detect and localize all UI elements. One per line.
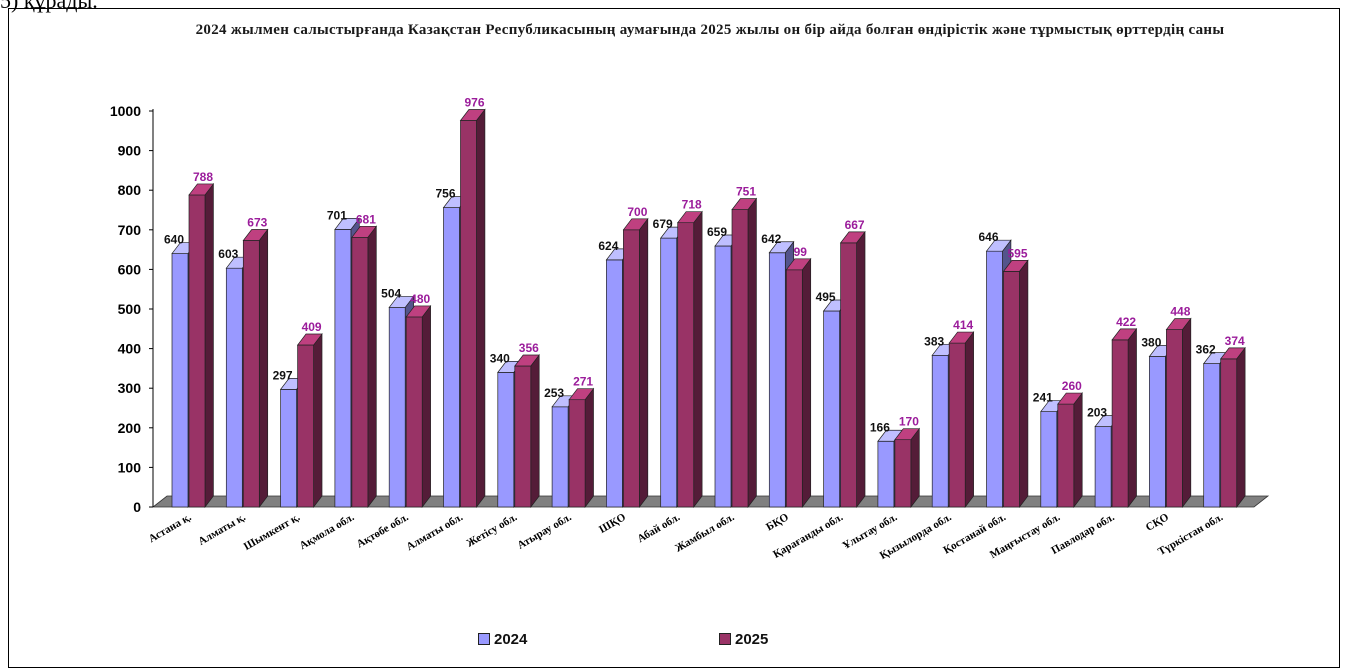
- data-label-2025: 409: [302, 320, 322, 334]
- y-tick-label: 200: [118, 420, 142, 436]
- x-tick-label: Астана қ.: [147, 511, 194, 545]
- bar-2025: [459, 108, 486, 509]
- data-label-2025: 751: [736, 185, 756, 199]
- data-label-2024: 241: [1033, 391, 1053, 405]
- bar-2025: [622, 217, 649, 509]
- x-tick-label: Жетісу обл.: [465, 511, 520, 550]
- bar-2025: [948, 331, 975, 509]
- data-label-2024: 646: [978, 230, 998, 244]
- y-tick-label: 300: [118, 380, 142, 396]
- data-label-2025: 480: [410, 292, 430, 306]
- data-label-2024: 640: [164, 233, 184, 247]
- legend-item-2025: 2025: [719, 629, 768, 649]
- data-label-2025: 271: [573, 375, 593, 389]
- bar-2025: [242, 228, 269, 509]
- data-label-2025: 260: [1062, 379, 1082, 393]
- data-label-2024: 603: [218, 247, 238, 261]
- y-tick-label: 800: [118, 182, 142, 198]
- bar-2025: [1165, 317, 1192, 509]
- data-label-2024: 679: [653, 217, 673, 231]
- data-label-2025: 976: [464, 96, 484, 110]
- data-label-2025: 595: [1007, 246, 1027, 260]
- data-label-2025: 422: [1116, 315, 1136, 329]
- bar-2025: [894, 427, 921, 509]
- x-tick-label: Жамбыл обл.: [673, 511, 737, 555]
- x-tick-label: СҚО: [1144, 511, 1172, 534]
- x-tick-label: Атырау обл.: [515, 511, 573, 552]
- y-tick-label: 500: [118, 301, 142, 317]
- bar-2025: [1219, 346, 1246, 509]
- legend-swatch-2024: [478, 633, 490, 645]
- data-label-2024: 380: [1141, 336, 1161, 350]
- bar-2025: [1111, 327, 1138, 509]
- legend-label-2024: 2024: [494, 630, 528, 648]
- chart-title: 2024 жылмен салыстырғанда Казақстан Респ…: [195, 22, 1225, 38]
- x-tick-label: Алматы обл.: [404, 511, 465, 553]
- bar-2025: [1002, 259, 1029, 509]
- bar-2025: [1057, 392, 1083, 509]
- data-label-2024: 642: [761, 232, 781, 246]
- y-tick-label: 700: [118, 222, 142, 238]
- data-label-2025: 448: [1170, 305, 1190, 319]
- data-label-2024: 340: [490, 351, 510, 365]
- bar-2025: [188, 182, 215, 509]
- data-label-2025: 681: [356, 212, 376, 226]
- bar-2025: [676, 210, 703, 509]
- bar-2025: [405, 304, 432, 509]
- data-label-2025: 673: [247, 215, 267, 229]
- y-tick-label: 100: [118, 459, 142, 475]
- data-label-2025: 170: [899, 415, 919, 429]
- legend-item-2024: 2024: [478, 629, 527, 649]
- y-tick-label: 900: [118, 143, 142, 159]
- legend-label-2025: 2025: [735, 630, 769, 648]
- y-tick-label: 600: [118, 261, 142, 277]
- data-label-2024: 253: [544, 386, 564, 400]
- data-label-2024: 504: [381, 286, 401, 300]
- data-label-2024: 701: [327, 208, 347, 222]
- data-label-2024: 362: [1196, 343, 1216, 357]
- data-label-2024: 203: [1087, 406, 1107, 420]
- x-tick-label: Ақтөбе обл.: [355, 511, 411, 550]
- data-label-2025: 667: [845, 218, 865, 232]
- data-label-2025: 99: [794, 245, 808, 259]
- bar-2025: [839, 230, 866, 509]
- x-tick-label: Абай обл.: [635, 511, 682, 545]
- bar-2025: [785, 257, 812, 509]
- bar-2025: [514, 353, 540, 509]
- x-tick-label: Ақмола обл.: [298, 511, 357, 552]
- page-fragment-text: 5) құрады.: [0, 0, 98, 13]
- data-label-2024: 166: [870, 420, 890, 434]
- y-tick-label: 1000: [110, 103, 141, 119]
- x-tick-label: Шымкент қ.: [242, 511, 303, 553]
- data-label-2025: 414: [953, 318, 973, 332]
- data-label-2025: 718: [682, 198, 702, 212]
- data-label-2024: 756: [435, 187, 455, 201]
- data-label-2025: 700: [627, 205, 647, 219]
- data-label-2025: 788: [193, 170, 213, 184]
- data-label-2024: 659: [707, 225, 727, 239]
- x-tick-label: БҚО: [764, 511, 791, 534]
- y-tick-label: 400: [118, 341, 142, 357]
- bar-2025: [568, 387, 595, 509]
- data-label-2024: 624: [598, 239, 618, 253]
- data-label-2024: 383: [924, 334, 944, 348]
- x-tick-label: ШҚО: [597, 511, 628, 536]
- x-tick-label: Алматы қ.: [196, 511, 248, 548]
- legend-swatch-2025: [719, 633, 731, 645]
- data-label-2025: 356: [519, 341, 539, 355]
- bar-2025: [351, 225, 378, 509]
- data-label-2024: 495: [816, 290, 836, 304]
- bar-2025: [731, 197, 758, 509]
- data-label-2024: 297: [273, 368, 293, 382]
- bar-2025: [296, 333, 323, 509]
- data-label-2025: 374: [1225, 334, 1245, 348]
- y-tick-label: 0: [133, 499, 141, 515]
